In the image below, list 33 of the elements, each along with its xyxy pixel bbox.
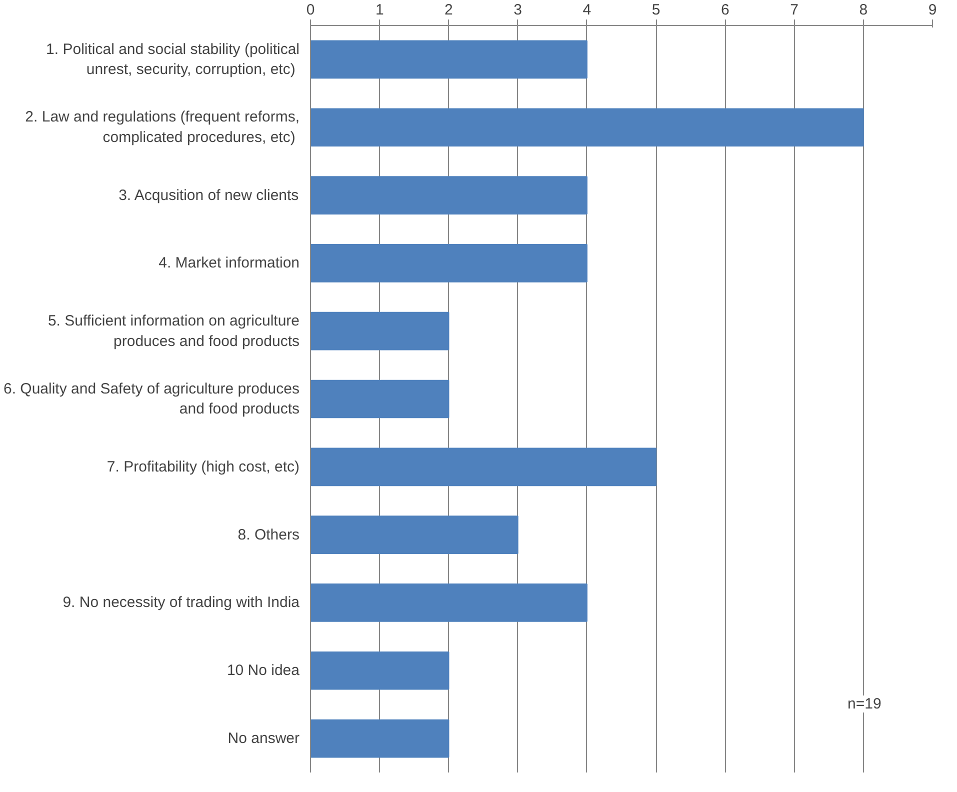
y-tick-label: 7. Profitability (high cost, etc) [106, 458, 300, 476]
x-tick-label: 6 [720, 2, 730, 18]
y-tick-label: 9. No necessity of trading with India [62, 594, 300, 612]
bar [310, 176, 588, 214]
x-tick-label: 8 [859, 2, 868, 18]
x-tick-label: 1 [375, 2, 384, 18]
y-tick-label: 10 No idea [226, 662, 300, 680]
y-tick-label: 8. Others [238, 526, 300, 544]
bar [310, 380, 450, 418]
y-tick-label: 6. Quality and Safety of agriculture produces and food products [4, 380, 300, 418]
bar [310, 312, 450, 350]
x-tick-label: 0 [306, 2, 315, 18]
bar [310, 108, 864, 147]
bar [310, 516, 518, 554]
annotation: n=19 [847, 696, 882, 712]
x-tick-label: 5 [652, 2, 660, 18]
x-tick-label: 7 [790, 2, 798, 18]
y-tick-label: 5. Sufficient information on agriculture produces and food products [48, 312, 300, 350]
y-tick-label: 1. Political and social stability (political unrest, security, corruption, etc) [46, 40, 300, 78]
x-tick-label: 2 [444, 2, 453, 18]
y-tick-label: 3. Acqusition of new clients [118, 186, 299, 204]
bar [310, 448, 657, 486]
y-tick-label: No answer [228, 730, 300, 748]
x-tick-label: 4 [582, 2, 592, 18]
bar [310, 651, 450, 690]
bar [310, 584, 588, 622]
y-tick-label: 2. Law and regulations (frequent reforms, complicated procedures, etc) [25, 108, 300, 146]
bar [310, 244, 588, 282]
x-tick-label: 9 [928, 2, 937, 18]
x-tick-label: 3 [514, 2, 522, 18]
bar [310, 719, 450, 758]
bar [310, 40, 588, 79]
y-tick-label: 4. Market information [158, 254, 300, 272]
